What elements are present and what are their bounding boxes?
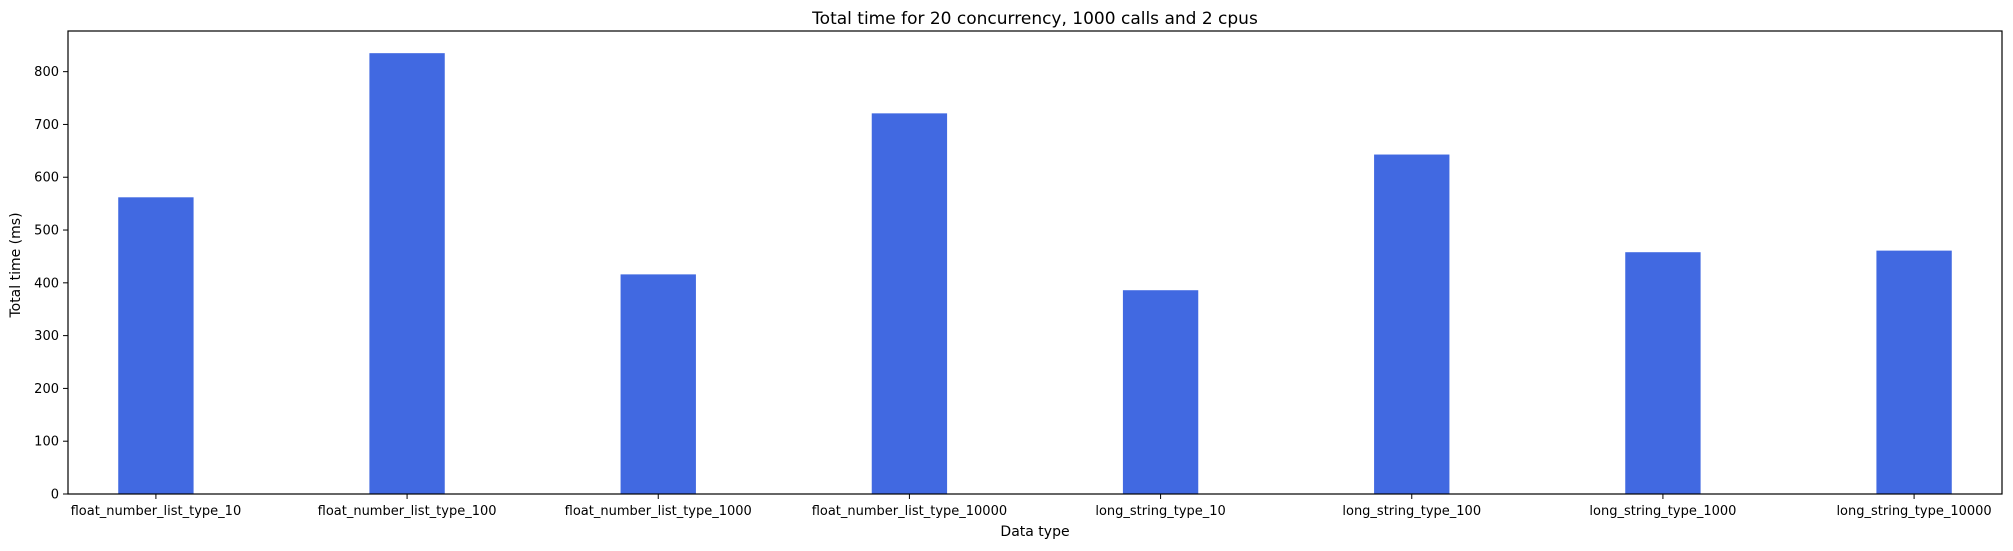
y-tick-label: 400 bbox=[34, 276, 59, 291]
bar-long-string-type-100 bbox=[1374, 154, 1450, 495]
y-tick-label: 600 bbox=[34, 171, 59, 186]
y-axis-label: Total time (ms) bbox=[8, 212, 24, 318]
y-tick-label: 300 bbox=[34, 329, 59, 344]
ticks-layer: float_number_list_type_10 float_number_li… bbox=[34, 65, 1992, 519]
y-tick-label: 700 bbox=[34, 118, 59, 133]
bar-long-string-type-1000 bbox=[1625, 252, 1701, 494]
x-tick-label: long_string_type_100 bbox=[1342, 504, 1481, 519]
bar-long-string-type-10 bbox=[1122, 290, 1199, 494]
bar-float-number-list-type-100 bbox=[369, 53, 445, 495]
x-tick-label: long_string_type_10 bbox=[1095, 504, 1225, 519]
chart-title: Total time for 20 concurrency, 1000 call… bbox=[811, 9, 1258, 29]
x-tick-label: long_string_type_1000 bbox=[1589, 504, 1736, 519]
y-tick-label: 500 bbox=[34, 224, 59, 239]
x-tick-label: float_number_list_type_100 bbox=[318, 504, 497, 519]
x-tick-label: float_number_list_type_1000 bbox=[565, 504, 752, 519]
y-tick-label: 200 bbox=[34, 382, 59, 397]
y-tick-label: 800 bbox=[34, 65, 59, 80]
x-tick-label: float_number_list_type_10000 bbox=[812, 504, 1007, 519]
bar-float-number-list-type-1000 bbox=[620, 274, 696, 494]
bar-float-number-list-type-10000 bbox=[871, 113, 948, 495]
bar-float-number-list-type-10 bbox=[118, 197, 194, 495]
y-tick-label: 100 bbox=[34, 435, 59, 450]
x-axis-label: Data type bbox=[1000, 524, 1069, 540]
x-tick-label: long_string_type_10000 bbox=[1836, 504, 1991, 519]
bar-long-string-type-10000 bbox=[1876, 250, 1952, 494]
plot-frame bbox=[67, 30, 2003, 495]
y-tick-label: 0 bbox=[51, 488, 59, 503]
x-tick-label: float_number_list_type_10 bbox=[71, 504, 242, 519]
bars-layer bbox=[118, 53, 1952, 495]
